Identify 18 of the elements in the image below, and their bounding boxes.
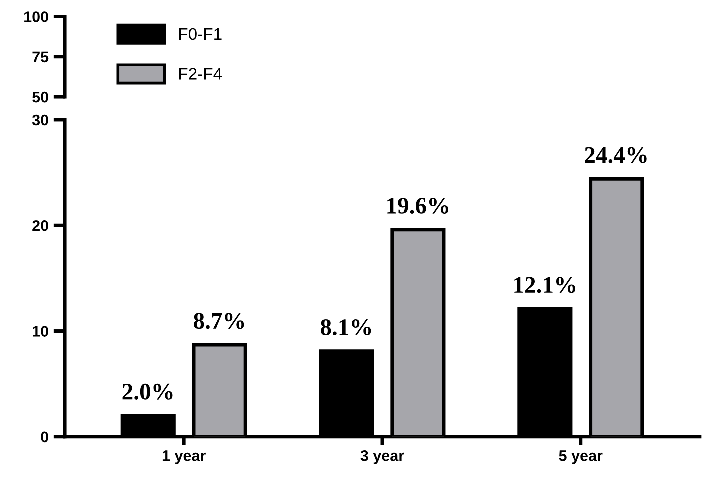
legend-label: F2-F4: [180, 68, 222, 80]
data-label: 19.6%: [388, 198, 448, 214]
x-tick-label: 5 year: [559, 450, 603, 464]
y-tick-label: 20: [32, 220, 48, 232]
data-label: 8.1%: [321, 319, 372, 336]
data-label: 12.1%: [514, 277, 576, 294]
y-tick-label: 75: [32, 52, 49, 63]
x-tick-label: 1 year: [162, 450, 206, 464]
y-tick-label: 0: [41, 432, 48, 443]
data-label: 24.4%: [585, 147, 647, 164]
x-tick-label: 3 year: [360, 450, 404, 464]
legend-label: F0-F1: [180, 28, 222, 40]
y-tick-label: 100: [24, 12, 48, 22]
y-tick-label: 30: [32, 114, 48, 126]
y-tick-label: 50: [32, 92, 48, 103]
data-label: 2.0%: [122, 384, 173, 400]
y-tick-label: 10: [33, 326, 48, 337]
data-label: 8.7%: [194, 313, 244, 330]
